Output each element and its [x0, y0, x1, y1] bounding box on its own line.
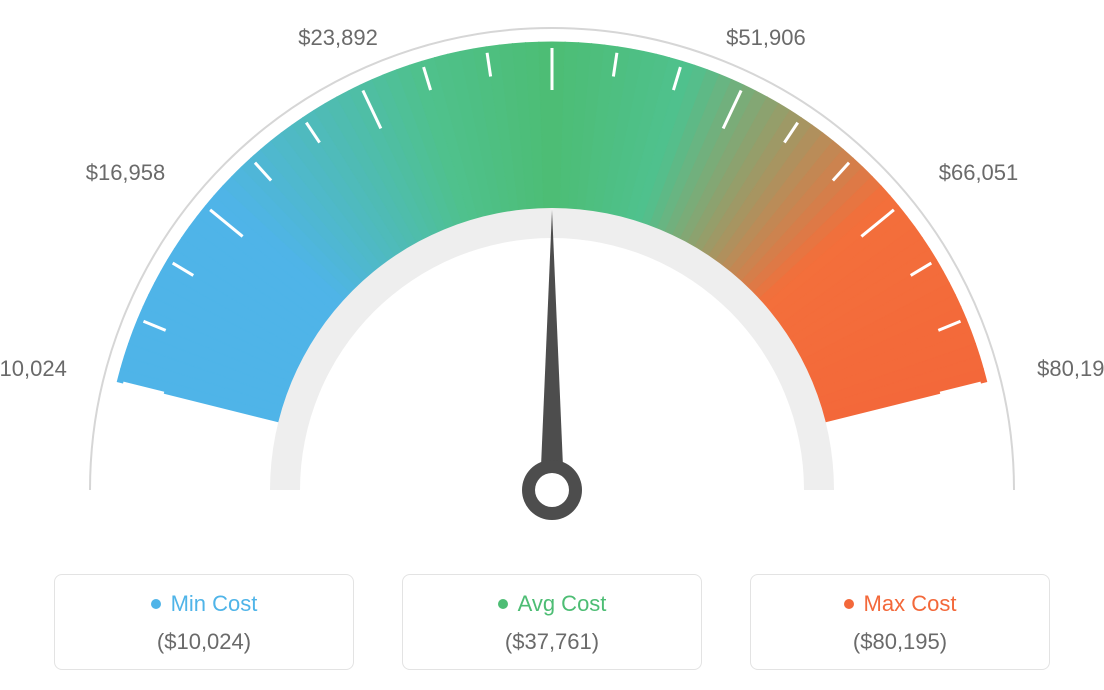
legend-value-min: ($10,024): [65, 629, 343, 655]
dot-icon: [151, 599, 161, 609]
legend-row: Min Cost ($10,024) Avg Cost ($37,761) Ma…: [0, 574, 1104, 670]
legend-card-avg: Avg Cost ($37,761): [402, 574, 702, 670]
dot-icon: [498, 599, 508, 609]
legend-title-text: Max Cost: [864, 591, 957, 617]
gauge-tick-label: $37,761: [512, 0, 592, 3]
legend-title-text: Min Cost: [171, 591, 258, 617]
legend-title-text: Avg Cost: [518, 591, 607, 617]
gauge-svg: [0, 0, 1104, 560]
gauge-tick-label: $16,958: [86, 160, 166, 186]
legend-title-max: Max Cost: [844, 591, 957, 617]
gauge-tick-label: $23,892: [298, 25, 378, 51]
gauge-area: $10,024 $16,958 $23,892 $37,761 $51,906 $66,0…: [0, 0, 1104, 540]
gauge-tick-label: $80,195: [1037, 356, 1104, 382]
legend-value-max: ($80,195): [761, 629, 1039, 655]
legend-title-min: Min Cost: [151, 591, 258, 617]
legend-value-avg: ($37,761): [413, 629, 691, 655]
gauge-tick-label: $66,051: [939, 160, 1019, 186]
dot-icon: [844, 599, 854, 609]
legend-title-avg: Avg Cost: [498, 591, 607, 617]
legend-card-min: Min Cost ($10,024): [54, 574, 354, 670]
legend-card-max: Max Cost ($80,195): [750, 574, 1050, 670]
gauge-tick-label: $51,906: [726, 25, 806, 51]
gauge-tick-label: $10,024: [0, 356, 67, 382]
chart-root: $10,024 $16,958 $23,892 $37,761 $51,906 $66,0…: [0, 0, 1104, 690]
